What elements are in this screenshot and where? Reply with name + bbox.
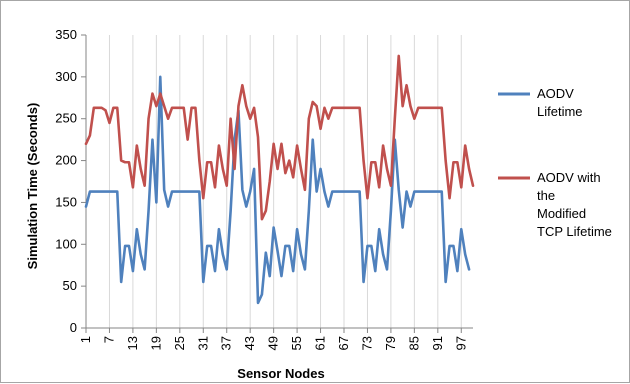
x-tick-label: 85 <box>406 336 421 350</box>
y-axis-title: Simulation Time (Seconds) <box>25 103 40 270</box>
x-tick-label: 31 <box>195 336 210 350</box>
y-tick-label: 250 <box>55 111 77 126</box>
x-tick-label: 19 <box>148 336 163 350</box>
x-tick-label: 67 <box>336 336 351 350</box>
x-tick-label: 61 <box>313 336 328 350</box>
legend-label-line: TCP Lifetime <box>537 224 612 239</box>
y-tick-label: 0 <box>70 320 77 335</box>
x-tick-label: 49 <box>266 336 281 350</box>
x-tick-label: 79 <box>383 336 398 350</box>
legend-label-2: AODV with the Modified TCP Lifetime <box>537 170 612 239</box>
x-tick-label: 37 <box>219 336 234 350</box>
series-line-1 <box>84 75 471 305</box>
legend-label-1: AODV Lifetime <box>537 86 583 119</box>
x-tick-label: 73 <box>359 336 374 350</box>
legend-label-line: Modified <box>537 206 586 221</box>
y-tick-label: 300 <box>55 69 77 84</box>
axes <box>81 34 473 333</box>
y-tick-label: 200 <box>55 153 77 168</box>
x-tick-label: 13 <box>125 336 140 350</box>
y-tick-label: 50 <box>63 278 77 293</box>
x-tick-label: 1 <box>78 336 93 343</box>
legend: AODV Lifetime AODV with the Modified TCP Life… <box>498 86 612 239</box>
x-tick-label: 43 <box>242 336 257 350</box>
x-tick-label: 91 <box>430 336 445 350</box>
legend-label-line: the <box>537 188 555 203</box>
legend-label-line: Lifetime <box>537 104 583 119</box>
grid-lines <box>85 35 462 328</box>
x-tick-label: 7 <box>101 336 116 343</box>
y-tick-label: 150 <box>55 194 77 209</box>
x-tick-label: 55 <box>289 336 304 350</box>
series-lines <box>84 54 475 305</box>
x-axis-title: Sensor Nodes <box>237 366 324 381</box>
y-tick-label: 100 <box>55 236 77 251</box>
x-tick-label: 25 <box>172 336 187 350</box>
x-tick-label: 97 <box>453 336 468 350</box>
legend-label-line: AODV with <box>537 170 601 185</box>
series-line-2 <box>84 54 475 221</box>
y-tick-labels: 0 50 100 150 200 250 300 350 <box>55 27 77 335</box>
legend-label-line: AODV <box>537 86 574 101</box>
x-tick-labels: 1 7 13 19 25 31 37 43 49 55 61 67 73 79 85 91 97 <box>78 336 468 350</box>
y-tick-label: 350 <box>55 27 77 42</box>
